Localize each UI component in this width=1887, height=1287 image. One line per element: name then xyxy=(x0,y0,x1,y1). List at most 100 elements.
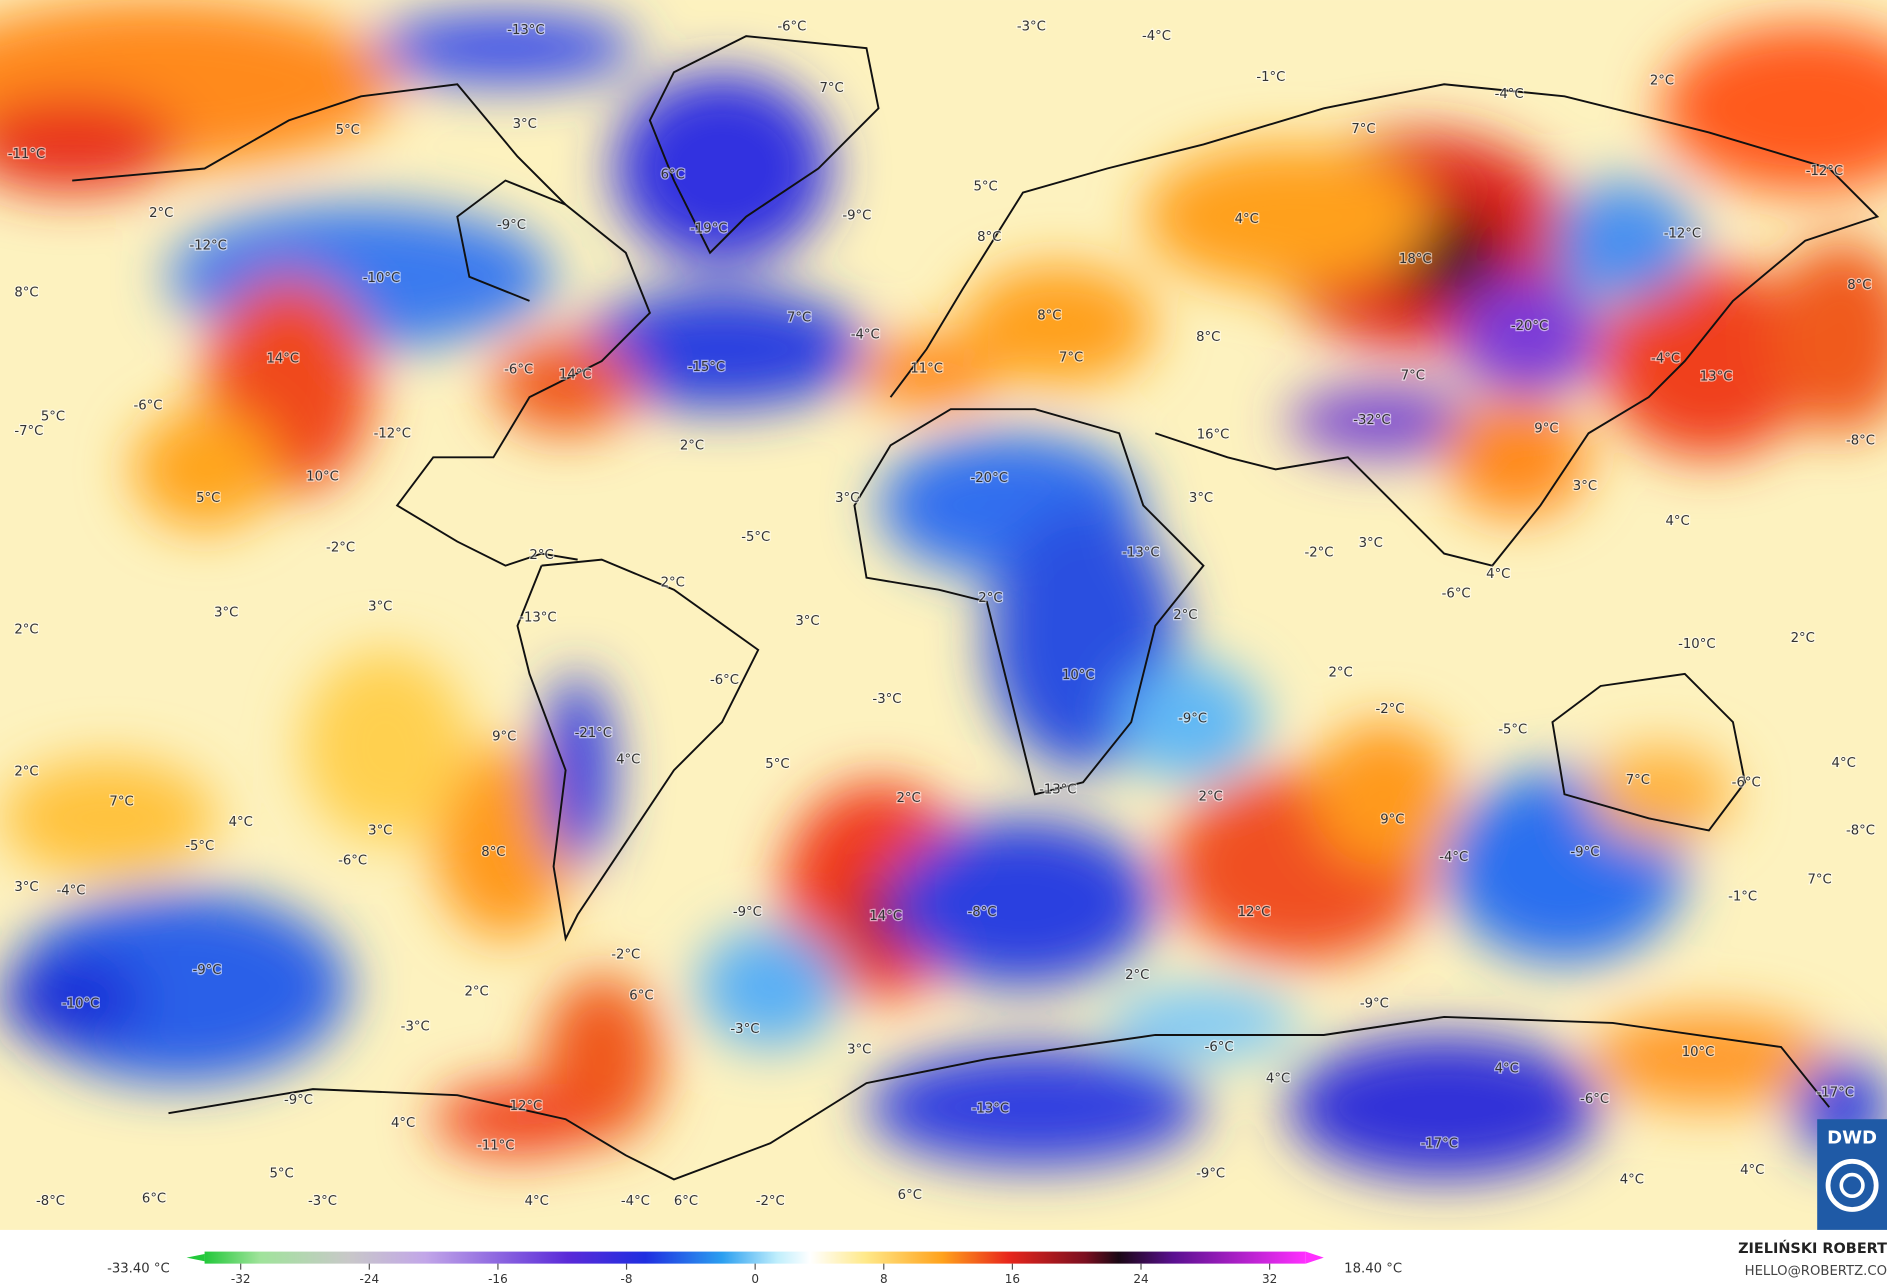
temperature-label: 11°C xyxy=(910,361,943,376)
temperature-blob xyxy=(300,649,470,843)
temperature-blob xyxy=(433,746,578,939)
temperature-label: 3°C xyxy=(368,823,392,838)
temperature-blob xyxy=(1769,240,1887,434)
colorbar-tick-label: 24 xyxy=(1133,1272,1148,1286)
temperature-label: -9°C xyxy=(1178,711,1207,726)
temperature-label: -9°C xyxy=(842,208,871,223)
temperature-label: -6°C xyxy=(1442,586,1471,601)
temperature-label: 4°C xyxy=(1832,756,1856,771)
temperature-label: 4°C xyxy=(1665,514,1689,529)
temperature-label: -3°C xyxy=(872,692,901,707)
temperature-blob xyxy=(0,758,217,879)
coastlines xyxy=(72,35,1880,1181)
temperature-label: -9°C xyxy=(1570,845,1599,860)
temperature-label: 7°C xyxy=(819,81,843,96)
temperature-label: 2°C xyxy=(896,791,920,806)
temperature-label: -4°C xyxy=(1495,87,1524,102)
temperature-label: 3°C xyxy=(835,491,859,506)
temperature-label: -6°C xyxy=(134,399,163,414)
temperature-label: 4°C xyxy=(391,1116,415,1131)
temperature-label: -3°C xyxy=(730,1022,759,1037)
temperature-blob xyxy=(1107,986,1300,1060)
temperature-label: -19°C xyxy=(690,222,727,237)
temperature-label: -2°C xyxy=(756,1194,785,1209)
colorbar-tick-label: -24 xyxy=(359,1272,379,1286)
temperature-label: -10°C xyxy=(62,997,99,1012)
temperature-blob xyxy=(866,1047,1204,1168)
temperature-label: 4°C xyxy=(1266,1071,1290,1086)
dwd-logo: DWD xyxy=(1817,1119,1887,1230)
temperature-label: -3°C xyxy=(308,1194,337,1209)
temperature-label: 3°C xyxy=(368,600,392,615)
author: ZIELIŃSKI ROBERT xyxy=(1738,1239,1887,1257)
temperature-label: -4°C xyxy=(1651,352,1680,367)
colorbar-tick-label: -32 xyxy=(231,1272,251,1286)
temperature-blob xyxy=(1660,24,1887,193)
temperature-label: 2°C xyxy=(680,438,704,453)
temperature-blob xyxy=(890,818,1156,987)
temperature-label: 4°C xyxy=(525,1194,549,1209)
temperature-label: -2°C xyxy=(326,541,355,556)
temperature-label: -5°C xyxy=(741,530,770,545)
temperature-label: 7°C xyxy=(1059,350,1083,365)
temperature-label: -2°C xyxy=(1375,702,1404,717)
temperature-label: 3°C xyxy=(1359,536,1383,551)
temperature-label: 7°C xyxy=(1351,122,1375,137)
temperature-blob xyxy=(577,288,867,410)
temperature-label: 16°C xyxy=(1197,427,1230,442)
map-field: -13°C -6°C -3°C -4°C -1°C 2°C 7°C -4°C 5°C 3°C 7°C… xyxy=(0,0,1887,1230)
temperature-blob xyxy=(1456,276,1601,398)
temperature-label: 5°C xyxy=(973,180,997,195)
temperature-blob xyxy=(854,336,999,410)
temperature-label: 8°C xyxy=(14,285,38,300)
temperature-label: 2°C xyxy=(661,575,685,590)
temperature-label: 9°C xyxy=(1534,421,1558,436)
temperature-label: -6°C xyxy=(777,19,806,34)
temperature-label: 4°C xyxy=(1235,212,1259,227)
temperature-label: 4°C xyxy=(616,752,640,767)
temperature-label: 2°C xyxy=(1791,631,1815,646)
temperature-label: -2°C xyxy=(1304,545,1333,560)
temperature-label: -13°C xyxy=(1039,782,1076,797)
temperature-label: 4°C xyxy=(1620,1172,1644,1187)
temperature-label: -6°C xyxy=(1732,775,1761,790)
temperature-label: 6°C xyxy=(898,1188,922,1203)
temperature-label: 9°C xyxy=(492,730,516,745)
temperature-label: 12°C xyxy=(510,1099,543,1114)
temperature-label: 2°C xyxy=(1329,666,1353,681)
temperature-label: -8°C xyxy=(1846,823,1875,838)
temperature-label: -13°C xyxy=(972,1101,1009,1116)
temperature-label: 2°C xyxy=(1125,968,1149,983)
temperature-label: 2°C xyxy=(14,764,38,779)
temperature-label: -9°C xyxy=(192,963,221,978)
temperature-label: -4°C xyxy=(1439,850,1468,865)
colorbar-tick-label: -16 xyxy=(488,1272,508,1286)
temperature-label: 14°C xyxy=(266,352,299,367)
temperature-label: 5°C xyxy=(336,123,360,138)
temperature-label: 7°C xyxy=(1807,873,1831,888)
temperature-label: 3°C xyxy=(1573,479,1597,494)
colorbar-tick-label: 16 xyxy=(1005,1272,1020,1286)
temperature-label: -20°C xyxy=(971,471,1008,486)
temperature-label: -4°C xyxy=(851,328,880,343)
temperature-blob xyxy=(493,336,638,434)
min-label: -33.40 °C xyxy=(107,1261,170,1276)
temperature-label: -3°C xyxy=(1017,19,1046,34)
temperature-label: -9°C xyxy=(497,218,526,233)
colorbar-tick-label: -8 xyxy=(621,1272,633,1286)
temperature-label: 5°C xyxy=(41,409,65,424)
temperature-label: 13°C xyxy=(1700,370,1733,385)
temperature-label: -8°C xyxy=(1846,433,1875,448)
temperature-label: 3°C xyxy=(795,614,819,629)
temperature-label: 8°C xyxy=(1847,278,1871,293)
temperature-label: 6°C xyxy=(674,1194,698,1209)
temperature-label: -21°C xyxy=(575,726,612,741)
temperature-label: -11°C xyxy=(8,147,45,162)
temperature-label: 2°C xyxy=(1199,790,1223,805)
temperature-label: -9°C xyxy=(733,905,762,920)
temperature-label: 5°C xyxy=(196,491,220,506)
temperature-blob xyxy=(132,409,277,530)
logo-text: DWD xyxy=(1827,1127,1877,1148)
temperature-label: -20°C xyxy=(1511,319,1548,334)
